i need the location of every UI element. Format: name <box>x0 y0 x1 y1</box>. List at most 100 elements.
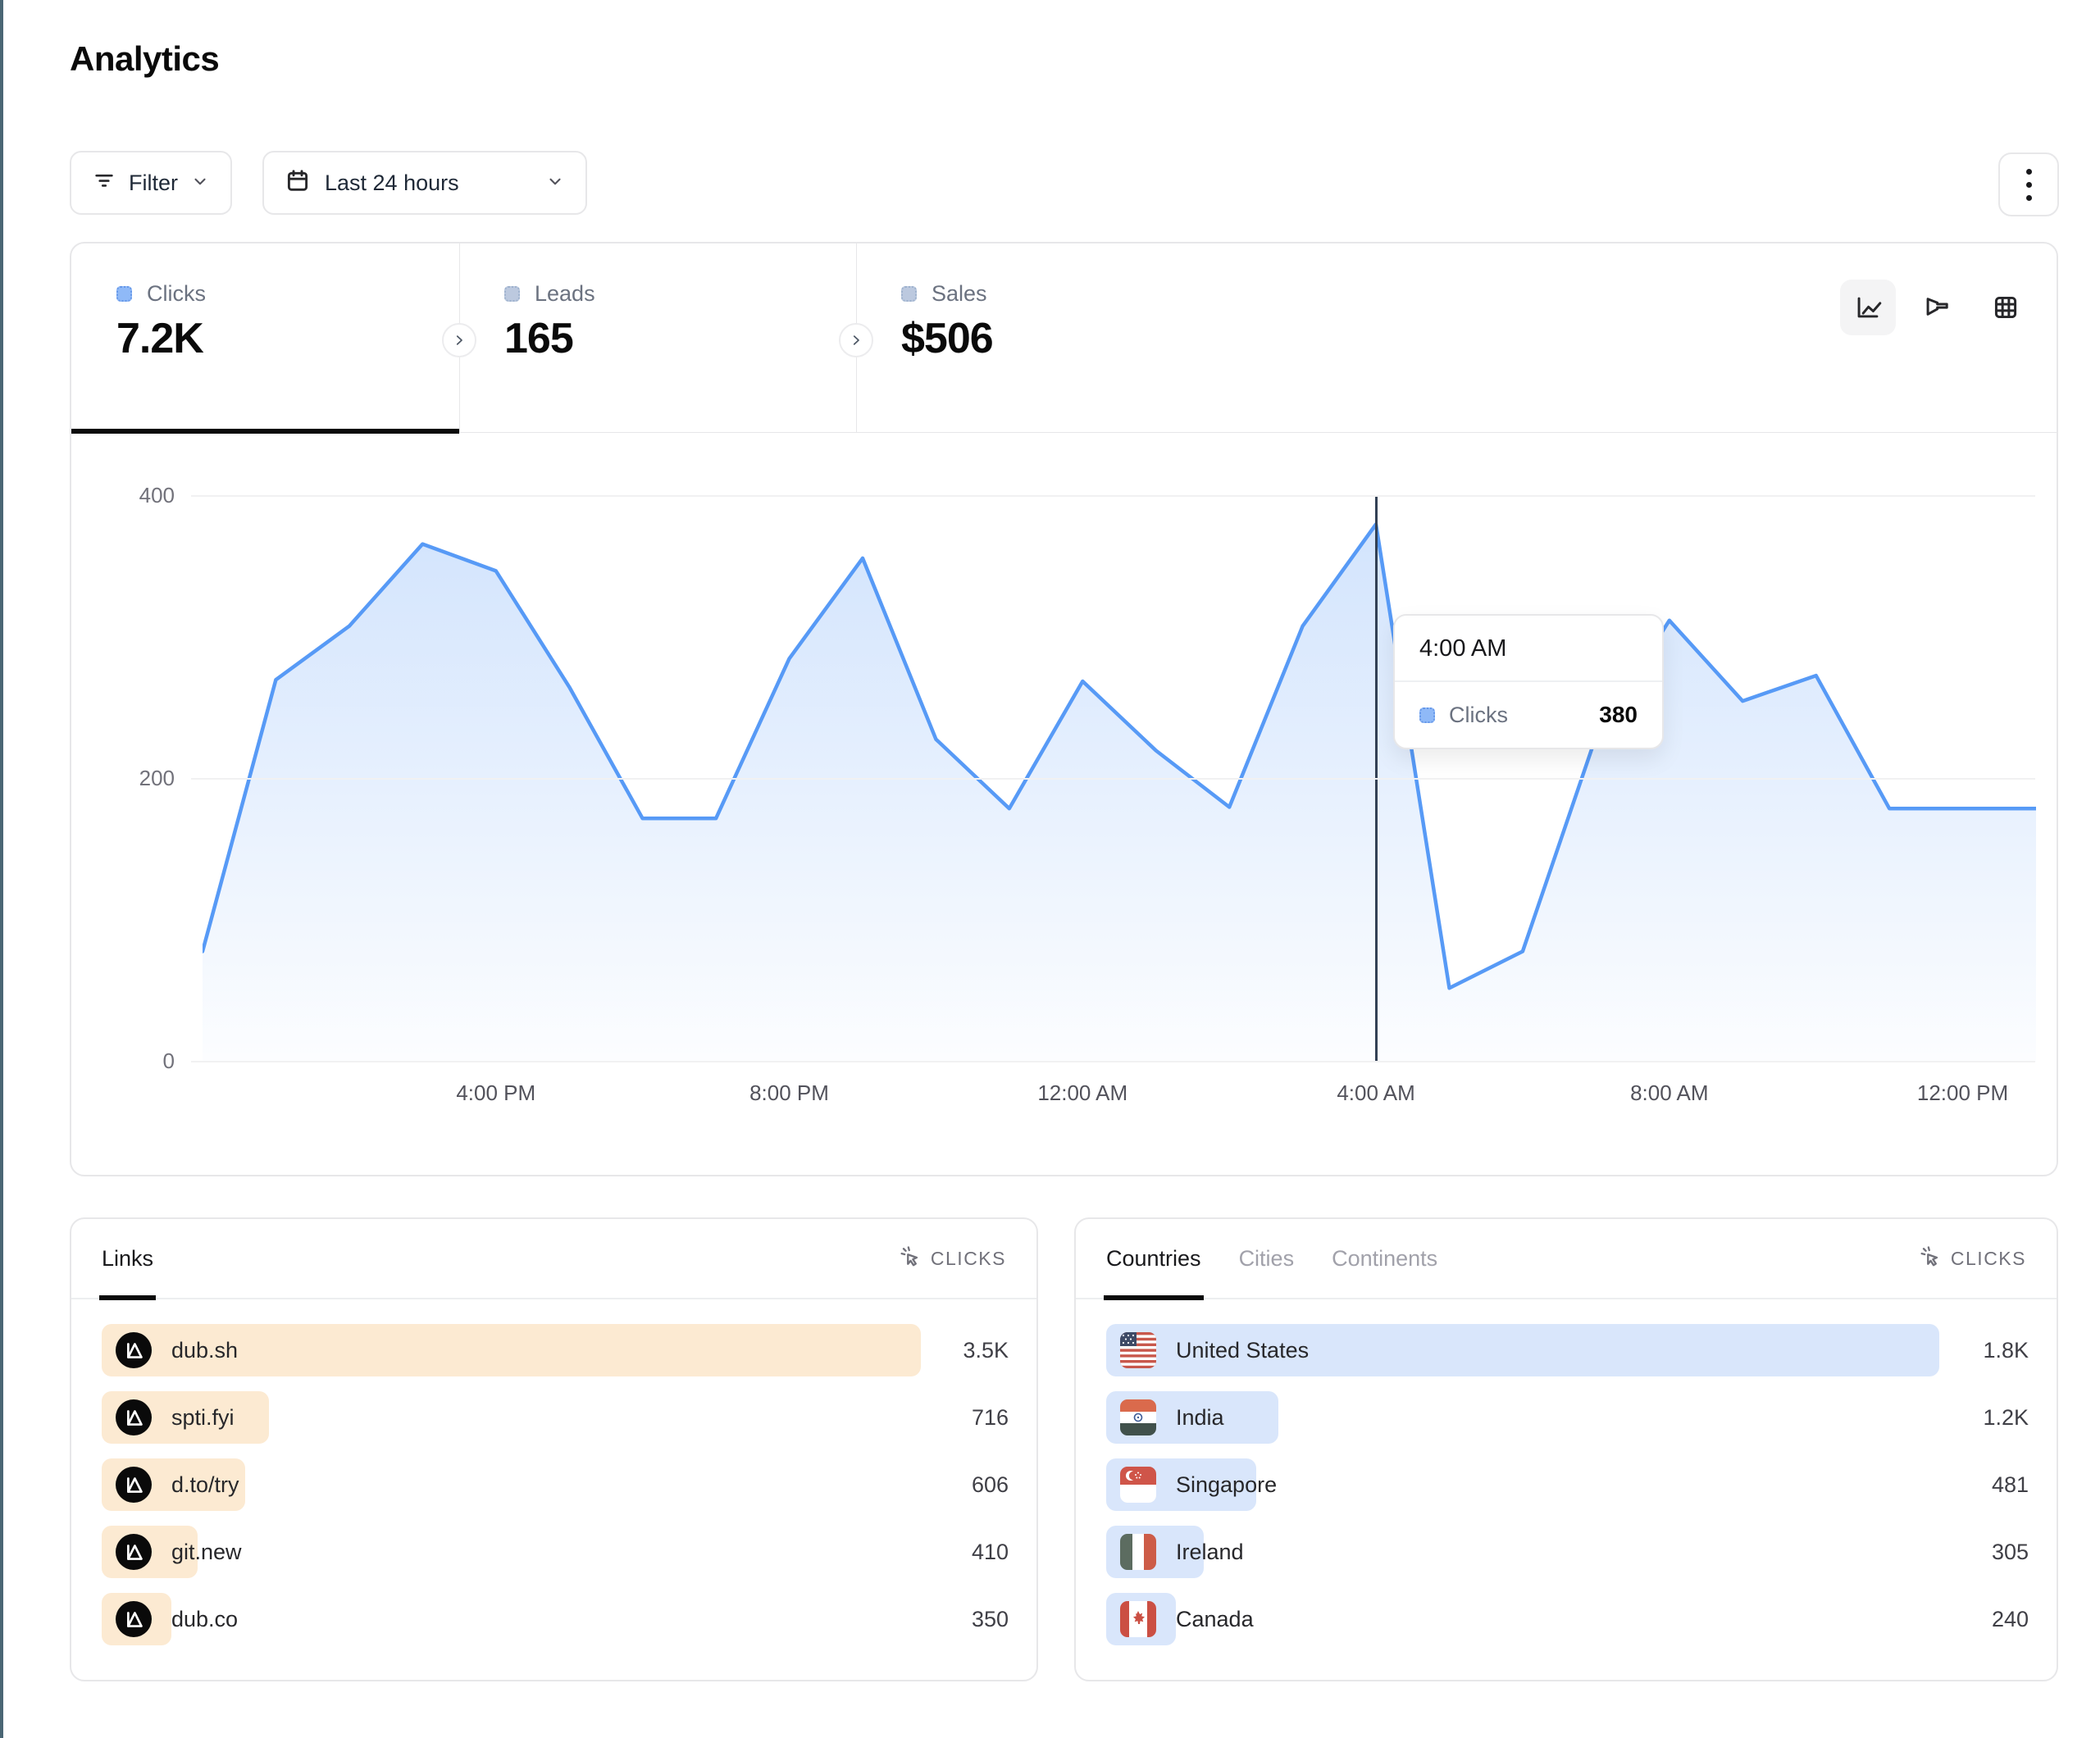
clicks-legend-swatch <box>116 286 132 302</box>
tab-leads[interactable]: Leads 165 <box>459 243 856 432</box>
row-label: git.new <box>171 1539 242 1564</box>
row-value: 1.8K <box>1983 1337 2029 1363</box>
tab-links[interactable]: Links <box>98 1218 157 1300</box>
dub-logo-icon <box>116 1332 152 1368</box>
x-axis-tick-label: 4:00 AM <box>1337 1081 1415 1105</box>
cursor-click-icon <box>1918 1244 1941 1272</box>
row-value: 606 <box>971 1472 1009 1497</box>
ie-flag-icon <box>1120 1534 1156 1570</box>
dub-logo-icon <box>116 1601 152 1637</box>
table-row[interactable]: dub.co 350 <box>102 1593 1012 1645</box>
table-row[interactable]: Canada 240 <box>1106 1593 2032 1645</box>
table-row[interactable]: d.to/try 606 <box>102 1458 1012 1511</box>
clicks-area-chart[interactable] <box>203 496 2036 1062</box>
y-axis-tick-label: 400 <box>139 483 175 507</box>
links-tab-label: Links <box>102 1245 154 1271</box>
us-flag-icon <box>1120 1332 1156 1368</box>
tab-clicks[interactable]: Clicks 7.2K <box>71 243 459 434</box>
clicks-tab-label: Clicks <box>147 281 206 306</box>
more-options-button[interactable] <box>1998 152 2059 216</box>
expand-leads-button[interactable] <box>442 323 476 357</box>
y-gridline <box>191 1061 2035 1062</box>
active-tab-underline <box>71 429 459 434</box>
kebab-menu-icon <box>2025 168 2032 201</box>
tab-continents[interactable]: Continents <box>1332 1218 1437 1299</box>
row-label: India <box>1176 1404 1224 1430</box>
filter-button-label: Filter <box>129 170 178 195</box>
tooltip-value: 380 <box>1599 702 1638 727</box>
funnel-view-button[interactable] <box>1909 280 1965 335</box>
date-range-label: Last 24 hours <box>325 170 459 195</box>
leads-tab-value: 165 <box>504 315 574 362</box>
links-metric-label: CLICKS <box>930 1247 1006 1269</box>
row-value: 350 <box>971 1606 1009 1631</box>
sales-tab-value: $506 <box>901 315 994 362</box>
cursor-click-icon <box>898 1244 921 1272</box>
analytics-card: Clicks 7.2K Leads 165 <box>70 242 2058 1176</box>
tooltip-series-label: Clicks <box>1449 702 1508 727</box>
row-value: 481 <box>1991 1472 2029 1497</box>
x-axis-tick-label: 12:00 PM <box>1916 1081 2009 1105</box>
table-row[interactable]: Ireland 305 <box>1106 1526 2032 1578</box>
expand-sales-button[interactable] <box>839 323 873 357</box>
leads-legend-swatch <box>504 286 520 302</box>
countries-metric-label: CLICKS <box>1950 1247 2026 1269</box>
row-value: 1.2K <box>1983 1404 2029 1430</box>
row-bar <box>1106 1324 1940 1376</box>
cities-tab-label: Cities <box>1238 1245 1295 1271</box>
row-label: Canada <box>1176 1606 1254 1631</box>
countries-panel: Countries Cities Continents CLICKS Unite… <box>1074 1217 2058 1681</box>
countries-list: United States 1.8K India 1.2K Singapore 481 Ir… <box>1106 1324 2032 1660</box>
table-row[interactable]: git.new 410 <box>102 1526 1012 1578</box>
table-row[interactable]: spti.fyi 716 <box>102 1391 1012 1444</box>
tooltip-time: 4:00 AM <box>1395 616 1662 682</box>
dub-logo-icon <box>116 1534 152 1570</box>
dub-logo-icon <box>116 1399 152 1435</box>
table-row[interactable]: United States 1.8K <box>1106 1324 2032 1376</box>
row-label: spti.fyi <box>171 1404 235 1430</box>
date-range-button[interactable]: Last 24 hours <box>262 151 587 215</box>
tab-cities[interactable]: Cities <box>1239 1218 1295 1299</box>
row-label: dub.sh <box>171 1337 239 1363</box>
row-label: Ireland <box>1176 1539 1244 1564</box>
clicks-tab-value: 7.2K <box>116 315 204 362</box>
links-metric-header[interactable]: CLICKS <box>898 1244 1006 1272</box>
filter-button[interactable]: Filter <box>70 151 232 215</box>
y-gridline <box>191 495 2035 497</box>
links-panel: Links CLICKS dub.sh 3.5K spti.fyi 716 d.to/t… <box>70 1217 1038 1681</box>
tab-sales[interactable]: Sales $506 <box>856 243 1430 432</box>
ca-flag-icon <box>1120 1601 1156 1637</box>
x-axis-tick-label: 12:00 AM <box>1037 1081 1128 1105</box>
table-row[interactable]: India 1.2K <box>1106 1391 2032 1444</box>
countries-metric-header[interactable]: CLICKS <box>1918 1244 2026 1272</box>
sg-flag-icon <box>1120 1467 1156 1503</box>
x-axis-tick-label: 4:00 PM <box>456 1081 536 1105</box>
row-value: 410 <box>971 1539 1009 1564</box>
row-value: 3.5K <box>963 1337 1009 1363</box>
in-flag-icon <box>1120 1399 1156 1435</box>
links-list: dub.sh 3.5K spti.fyi 716 d.to/try 606 git.new 4… <box>102 1324 1012 1660</box>
continents-tab-label: Continents <box>1332 1245 1438 1271</box>
chevron-down-icon <box>546 171 564 196</box>
row-label: Singapore <box>1176 1472 1278 1497</box>
table-row[interactable]: Singapore 481 <box>1106 1458 2032 1511</box>
row-bar <box>102 1324 921 1376</box>
dub-logo-icon <box>116 1467 152 1503</box>
x-axis-tick-label: 8:00 AM <box>1630 1081 1709 1105</box>
x-axis-tick-label: 8:00 PM <box>749 1081 829 1105</box>
window-edge-strip <box>0 0 3 1738</box>
table-view-button[interactable] <box>1978 280 2034 335</box>
table-row[interactable]: dub.sh 3.5K <box>102 1324 1012 1376</box>
y-gridline <box>191 778 2035 780</box>
line-chart-view-button[interactable] <box>1840 280 1896 335</box>
chevron-down-icon <box>191 171 209 196</box>
leads-tab-label: Leads <box>535 281 595 306</box>
filter-icon <box>93 169 116 198</box>
sales-tab-label: Sales <box>932 281 987 306</box>
sales-legend-swatch <box>901 286 917 302</box>
tab-countries[interactable]: Countries <box>1104 1218 1204 1300</box>
row-value: 240 <box>1991 1606 2029 1631</box>
row-label: d.to/try <box>171 1472 239 1497</box>
row-label: United States <box>1176 1337 1310 1363</box>
